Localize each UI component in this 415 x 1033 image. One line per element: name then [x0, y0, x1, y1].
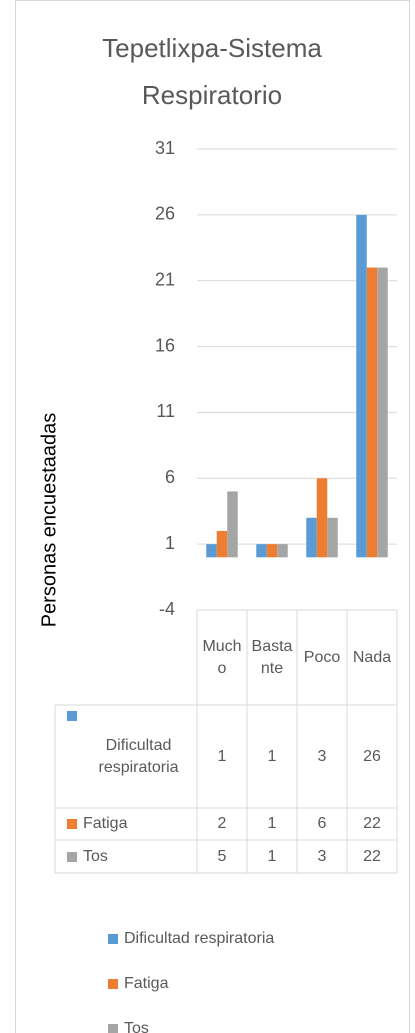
- y-tick-label: 16: [155, 335, 175, 355]
- table-value: 22: [363, 815, 381, 832]
- y-tick-label: -4: [159, 599, 175, 619]
- bar: [366, 267, 378, 558]
- bar: [206, 544, 217, 558]
- chart-title: Tepetlixpa-Sistema Respiratorio: [102, 33, 322, 110]
- series-name: Dificultad respiratoria: [98, 736, 179, 776]
- y-tick-label: 6: [165, 467, 175, 487]
- table-series-label: Fatiga: [55, 808, 197, 840]
- series-name: Fatiga: [83, 815, 128, 832]
- table-series-label: Tos: [55, 840, 197, 873]
- table-value: 2: [217, 815, 227, 832]
- bar: [277, 544, 288, 558]
- table-value: 1: [267, 815, 277, 832]
- table-value: 26: [363, 747, 381, 765]
- legend-item: Tos: [108, 1020, 149, 1033]
- legend-swatch: [108, 1024, 118, 1033]
- chart-border: [15, 0, 410, 1033]
- y-tick-label: 1: [165, 533, 175, 553]
- table-value: 3: [317, 847, 327, 865]
- bar: [377, 267, 388, 558]
- table-value: 1: [267, 847, 277, 865]
- legend-label: Tos: [124, 1020, 149, 1033]
- legend-item: Fatiga: [108, 975, 168, 993]
- bar: [316, 478, 328, 558]
- table-value: 5: [217, 847, 227, 865]
- table-value: 1: [267, 747, 277, 765]
- bar: [266, 544, 278, 558]
- category-label: Poco: [303, 648, 341, 666]
- table-series-label: Dificultad respiratoria: [55, 705, 197, 808]
- table-value: 6: [317, 815, 327, 832]
- legend-swatch: [108, 934, 118, 944]
- legend-item: Dificultad respiratoria: [108, 930, 274, 948]
- table-value: 22: [363, 847, 381, 865]
- legend-swatch: [67, 851, 77, 862]
- bar: [256, 544, 267, 558]
- table-value: 1: [217, 747, 227, 765]
- legend-label: Dificultad respiratoria: [124, 930, 275, 947]
- bar: [227, 491, 238, 558]
- category-label: Mucho: [202, 637, 242, 677]
- bar: [306, 517, 317, 558]
- legend-swatch: [67, 819, 77, 829]
- bar: [356, 214, 367, 558]
- y-tick-label: 31: [155, 138, 175, 158]
- y-tick-label: 11: [156, 401, 175, 421]
- legend-swatch: [108, 979, 118, 989]
- legend-swatch: [67, 711, 77, 721]
- bar: [216, 530, 228, 558]
- category-label: Nada: [352, 648, 392, 666]
- y-axis-label: Personas encuestaadas: [38, 413, 60, 628]
- series-name: Tos: [83, 847, 108, 865]
- y-tick-label: 21: [155, 269, 175, 289]
- legend-label: Fatiga: [124, 975, 169, 992]
- category-label: Bastante: [251, 637, 293, 677]
- table-value: 3: [317, 747, 327, 765]
- y-tick-label: 26: [155, 204, 175, 224]
- bar: [327, 517, 338, 558]
